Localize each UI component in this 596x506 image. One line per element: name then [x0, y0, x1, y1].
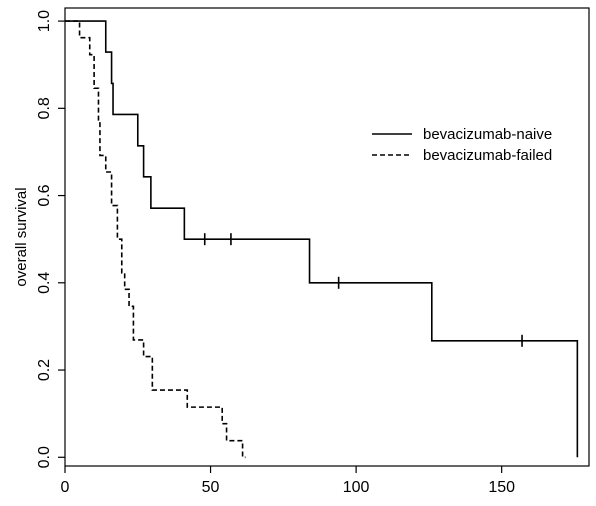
- legend-label-naive: bevacizumab-naive: [423, 126, 552, 143]
- x-tick-label: 150: [488, 479, 515, 496]
- legend: bevacizumab-naive bevacizumab-failed: [372, 126, 552, 164]
- x-axis: 0 50 100 150: [61, 466, 515, 496]
- x-tick-label: 100: [343, 479, 370, 496]
- legend-label-failed: bevacizumab-failed: [423, 147, 552, 164]
- y-tick-label: 0.4: [36, 272, 53, 294]
- y-axis: 0.0 0.2 0.4 0.6 0.8 1.0: [36, 10, 65, 468]
- series-line-1: [65, 20, 246, 459]
- series-layer: [65, 20, 579, 459]
- y-tick-label: 1.0: [36, 10, 53, 32]
- x-tick-label: 0: [61, 479, 70, 496]
- y-tick-label: 0.8: [36, 97, 53, 119]
- y-axis-title: overall survival: [13, 187, 30, 286]
- y-tick-label: 0.2: [36, 359, 53, 381]
- y-tick-label: 0.0: [36, 446, 53, 468]
- y-tick-label: 0.6: [36, 184, 53, 206]
- series-line-0: [65, 20, 579, 458]
- plot-frame: [64, 7, 590, 467]
- x-tick-label: 50: [202, 479, 220, 496]
